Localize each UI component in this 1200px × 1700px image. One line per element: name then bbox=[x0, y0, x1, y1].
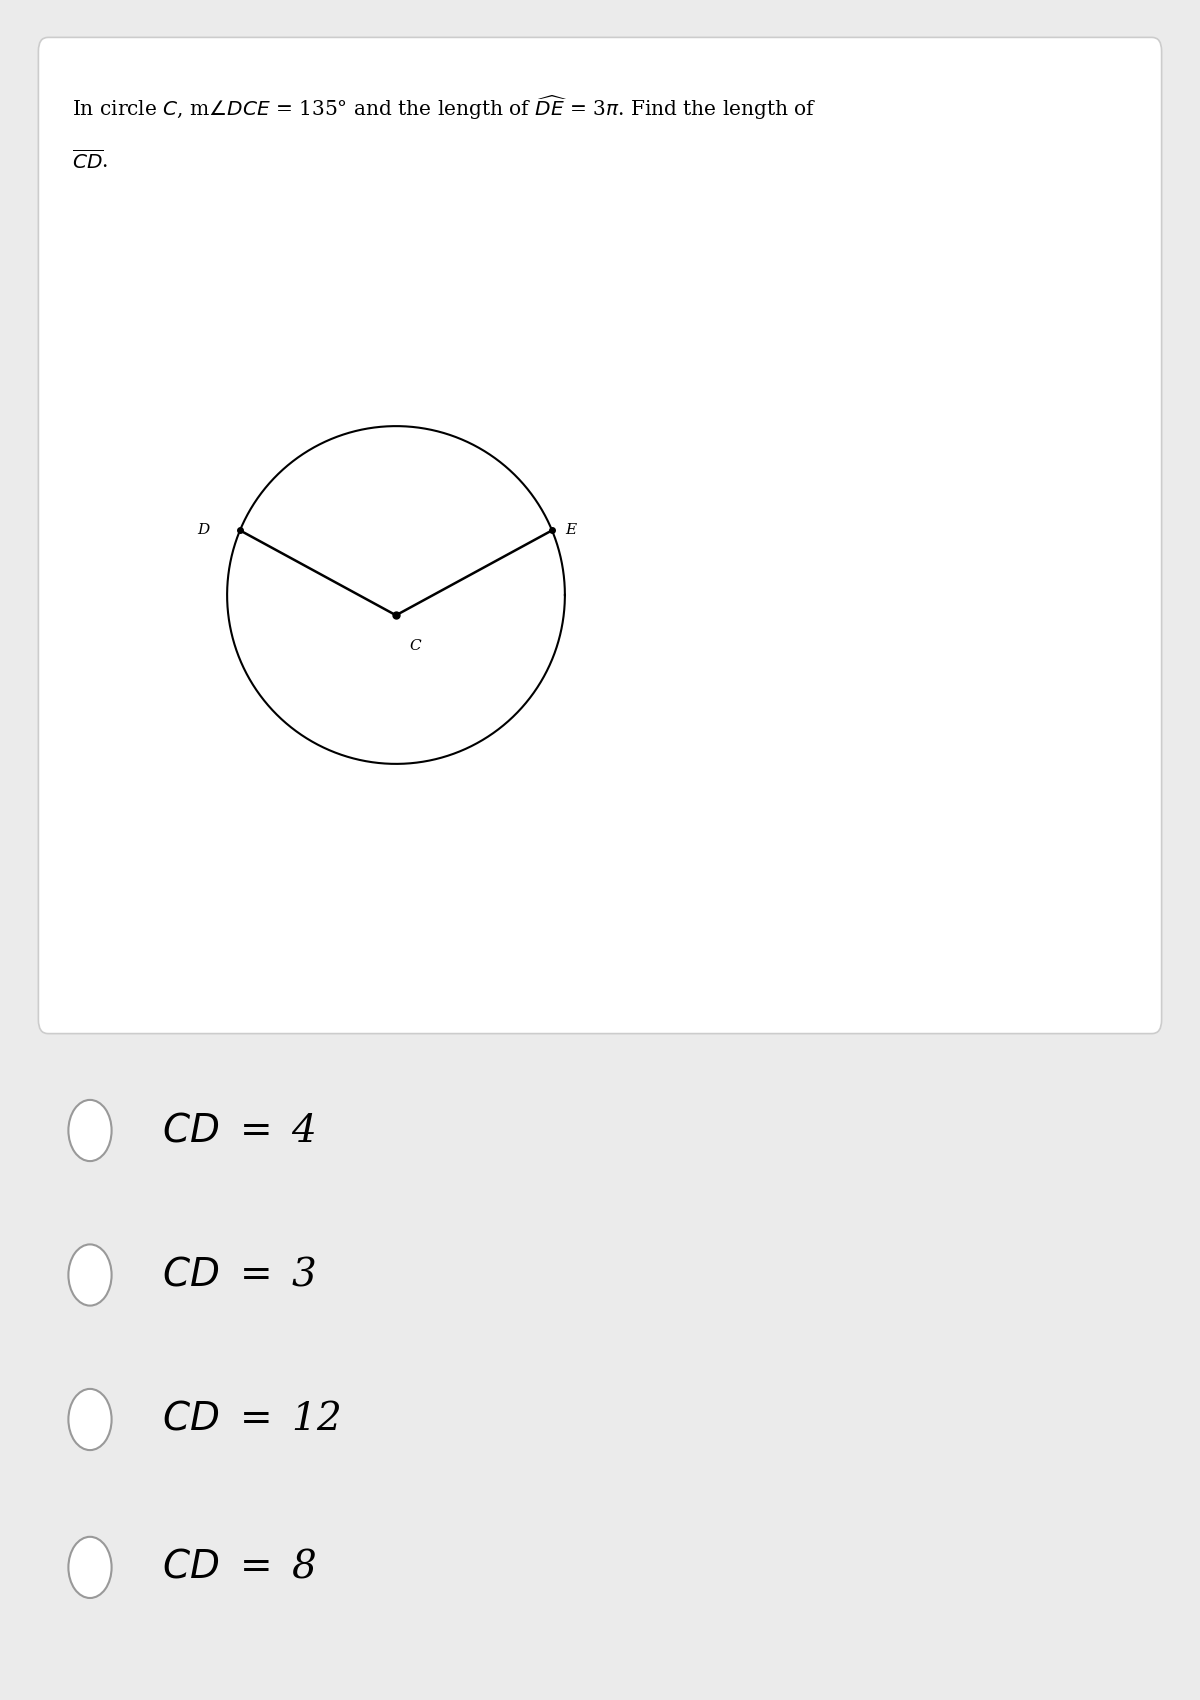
Text: E: E bbox=[565, 524, 577, 537]
Text: D: D bbox=[197, 524, 210, 537]
Text: $\mathit{CD}$ $=$ 3: $\mathit{CD}$ $=$ 3 bbox=[162, 1256, 317, 1294]
Text: $\mathit{CD}$ $=$ 8: $\mathit{CD}$ $=$ 8 bbox=[162, 1549, 317, 1586]
Text: $\overline{CD}$.: $\overline{CD}$. bbox=[72, 150, 108, 173]
Circle shape bbox=[68, 1244, 112, 1306]
FancyBboxPatch shape bbox=[38, 37, 1162, 1034]
Text: $\mathit{CD}$ $=$ 12: $\mathit{CD}$ $=$ 12 bbox=[162, 1401, 341, 1438]
Text: C: C bbox=[409, 639, 421, 653]
Text: $\mathit{CD}$ $=$ 4: $\mathit{CD}$ $=$ 4 bbox=[162, 1112, 316, 1149]
Circle shape bbox=[68, 1389, 112, 1450]
Circle shape bbox=[68, 1537, 112, 1598]
Circle shape bbox=[68, 1100, 112, 1161]
Text: In circle $C$, m$\angle DCE$ = 135° and the length of $\widehat{DE}$ = 3$\pi$. F: In circle $C$, m$\angle DCE$ = 135° and … bbox=[72, 94, 817, 122]
